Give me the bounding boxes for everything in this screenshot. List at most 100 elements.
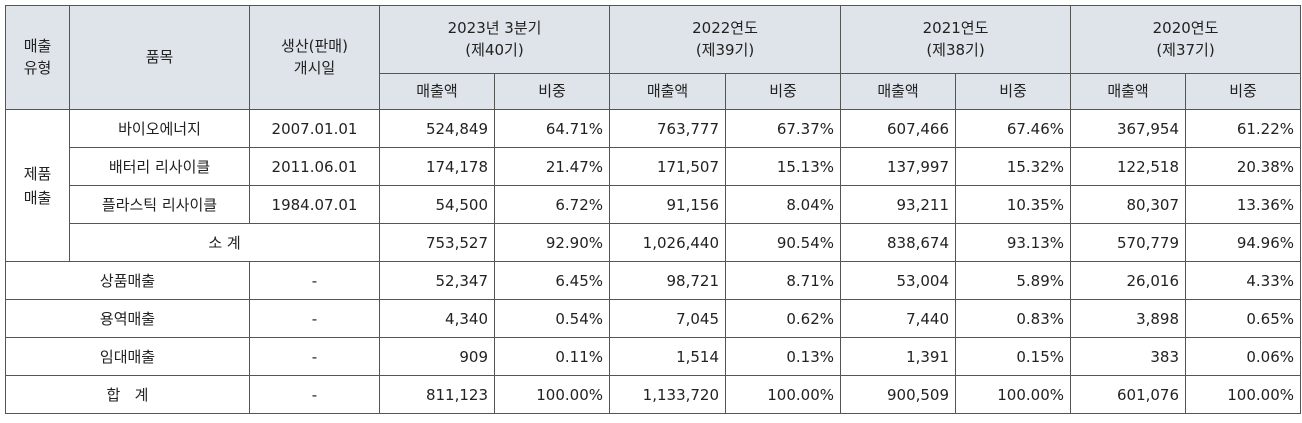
ratio-cell: 0.15% (955, 337, 1072, 376)
ratio-cell: 8.04% (725, 185, 842, 224)
amount-cell: 601,076 (1070, 375, 1187, 414)
ratio-cell: 64.71% (493, 109, 611, 148)
amount-cell: 909 (379, 337, 495, 376)
sales-table: 매출 유형 품목 생산(판매) 개시일 2023년 3분기 (제40기) 202… (5, 5, 1302, 414)
ratio-cell: 61.22% (1185, 109, 1302, 148)
amount-cell: 367,954 (1070, 109, 1187, 148)
ratio-cell: 15.32% (955, 147, 1072, 186)
header-start-date: 생산(판매) 개시일 (249, 5, 380, 110)
amount-cell: 570,779 (1070, 223, 1187, 262)
amount-cell: 524,849 (379, 109, 495, 148)
item-cell: 플라스틱 리사이클 (69, 185, 250, 224)
table-row: 상품매출 - 52,347 6.45% 98,721 8.71% 53,004 … (5, 261, 1302, 300)
table-row: 배터리 리사이클 2011.06.01 174,178 21.47% 171,5… (6, 147, 1302, 186)
ratio-cell: 8.71% (725, 261, 842, 300)
ratio-cell: 6.72% (493, 185, 611, 224)
amount-cell: 52,347 (379, 261, 495, 300)
ratio-cell: 0.83% (955, 299, 1072, 338)
amount-cell: 137,997 (840, 147, 957, 186)
item-cell: 용역매출 (5, 299, 250, 338)
header-amount: 매출액 (609, 73, 727, 110)
item-cell: 상품매출 (5, 261, 250, 300)
product-sales-group-label: 제품 매출 (5, 109, 70, 262)
header-amount: 매출액 (379, 73, 495, 110)
ratio-cell: 90.54% (725, 223, 842, 262)
amount-cell: 98,721 (609, 261, 727, 300)
ratio-cell: 0.54% (493, 299, 611, 338)
amount-cell: 1,391 (840, 337, 957, 376)
amount-cell: 607,466 (840, 109, 957, 148)
date-cell: - (249, 299, 380, 338)
amount-cell: 1,026,440 (609, 223, 727, 262)
date-cell: - (249, 261, 380, 300)
ratio-cell: 21.47% (493, 147, 611, 186)
total-row: 합 계 - 811,123 100.00% 1,133,720 100.00% … (5, 375, 1302, 414)
ratio-cell: 5.89% (955, 261, 1072, 300)
ratio-cell: 100.00% (725, 375, 842, 414)
ratio-cell: 0.06% (1185, 337, 1302, 376)
date-cell: - (249, 337, 380, 376)
header-item: 품목 (69, 5, 250, 110)
ratio-cell: 93.13% (955, 223, 1072, 262)
amount-cell: 80,307 (1070, 185, 1187, 224)
item-cell: 배터리 리사이클 (69, 147, 250, 186)
amount-cell: 4,340 (379, 299, 495, 338)
header-amount: 매출액 (840, 73, 957, 110)
ratio-cell: 67.37% (725, 109, 842, 148)
subtotal-label: 소 계 (69, 223, 380, 262)
ratio-cell: 92.90% (493, 223, 611, 262)
item-cell: 임대매출 (5, 337, 250, 376)
amount-cell: 91,156 (609, 185, 727, 224)
amount-cell: 383 (1070, 337, 1187, 376)
ratio-cell: 100.00% (955, 375, 1072, 414)
amount-cell: 3,898 (1070, 299, 1187, 338)
date-cell: 1984.07.01 (249, 185, 380, 224)
item-cell: 바이오에너지 (69, 109, 250, 148)
amount-cell: 93,211 (840, 185, 957, 224)
amount-cell: 1,514 (609, 337, 727, 376)
total-label: 합 계 (5, 375, 250, 414)
amount-cell: 53,004 (840, 261, 957, 300)
header-period-2023q3: 2023년 3분기 (제40기) (378, 5, 611, 74)
amount-cell: 54,500 (379, 185, 495, 224)
amount-cell: 838,674 (840, 223, 957, 262)
amount-cell: 174,178 (379, 147, 495, 186)
ratio-cell: 13.36% (1185, 185, 1302, 224)
ratio-cell: 6.45% (493, 261, 611, 300)
amount-cell: 763,777 (609, 109, 727, 148)
header-sales-type: 매출 유형 (5, 5, 70, 110)
amount-cell: 122,518 (1070, 147, 1187, 186)
ratio-cell: 67.46% (955, 109, 1072, 148)
table-row: 임대매출 - 909 0.11% 1,514 0.13% 1,391 0.15%… (5, 337, 1302, 376)
header-ratio: 비중 (493, 73, 611, 110)
ratio-cell: 0.11% (493, 337, 611, 376)
ratio-cell: 20.38% (1185, 147, 1302, 186)
amount-cell: 753,527 (379, 223, 495, 262)
date-cell: 2007.01.01 (249, 109, 380, 148)
ratio-cell: 0.13% (725, 337, 842, 376)
amount-cell: 26,016 (1070, 261, 1187, 300)
amount-cell: 171,507 (609, 147, 727, 186)
header-period-2020: 2020연도 (제37기) (1070, 5, 1302, 74)
amount-cell: 7,440 (840, 299, 957, 338)
amount-cell: 811,123 (379, 375, 495, 414)
ratio-cell: 15.13% (725, 147, 842, 186)
header-period-2021: 2021연도 (제38기) (840, 5, 1072, 74)
ratio-cell: 0.62% (725, 299, 842, 338)
amount-cell: 1,133,720 (609, 375, 727, 414)
header-row-1: 매출 유형 품목 생산(판매) 개시일 2023년 3분기 (제40기) 202… (5, 5, 1302, 110)
date-cell: 2011.06.01 (249, 147, 380, 186)
amount-cell: 7,045 (609, 299, 727, 338)
ratio-cell: 100.00% (493, 375, 611, 414)
header-amount: 매출액 (1070, 73, 1187, 110)
ratio-cell: 100.00% (1185, 375, 1302, 414)
subtotal-row: 소 계 753,527 92.90% 1,026,440 90.54% 838,… (6, 223, 1302, 262)
amount-cell: 900,509 (840, 375, 957, 414)
header-ratio: 비중 (1185, 73, 1302, 110)
table-row: 제품 매출 바이오에너지 2007.01.01 524,849 64.71% 7… (5, 109, 1302, 262)
table-row: 용역매출 - 4,340 0.54% 7,045 0.62% 7,440 0.8… (5, 299, 1302, 338)
header-ratio: 비중 (955, 73, 1072, 110)
header-period-2022: 2022연도 (제39기) (609, 5, 842, 74)
header-ratio: 비중 (725, 73, 842, 110)
ratio-cell: 0.65% (1185, 299, 1302, 338)
